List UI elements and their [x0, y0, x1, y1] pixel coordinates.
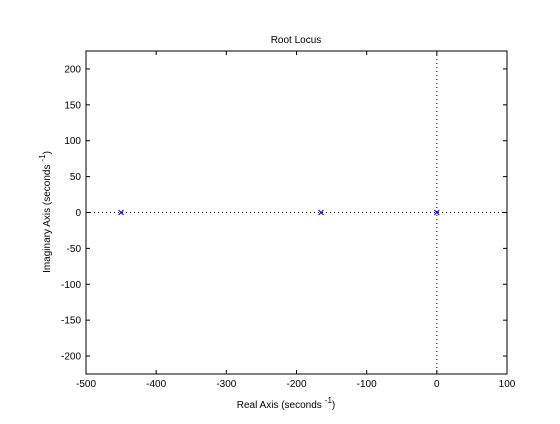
x-axis-title: Real Axis (seconds -1) [237, 396, 336, 411]
x-tick-label: -500 [76, 379, 96, 390]
y-tick-label: 50 [70, 172, 82, 183]
x-tick-labels: -500 -400 -300 -200 -100 0 100 [76, 379, 516, 390]
y-tick-label: 150 [64, 100, 81, 111]
x-axis-title-close: ) [332, 400, 335, 411]
chart-title: Root Locus [271, 35, 322, 46]
x-tick-label: -200 [286, 379, 306, 390]
pole-markers [118, 209, 440, 216]
y-tick-label: -50 [67, 244, 82, 255]
y-axis-title: Imaginary Axis (seconds -1) [38, 151, 53, 273]
y-axis-title-close: ) [42, 151, 53, 154]
y-tick-labels: -200 -150 -100 -50 0 50 100 150 200 [61, 64, 81, 362]
y-tick-label: 200 [64, 64, 81, 75]
x-axis-title-text: Real Axis (seconds [237, 400, 322, 411]
pole-marker [118, 209, 124, 216]
y-tick-label: 100 [64, 136, 81, 147]
pole-marker [433, 209, 440, 216]
pole-marker [318, 209, 324, 216]
x-tick-label: -100 [357, 379, 377, 390]
y-tick-label: -200 [61, 352, 81, 363]
y-tick-label: -150 [61, 316, 81, 327]
axis-ticks [85, 51, 508, 374]
y-axis-title-exponent: -1 [38, 154, 47, 162]
y-axis-title-text: Imaginary Axis (seconds [42, 165, 53, 273]
plot-area [85, 50, 508, 375]
y-tick-label: -100 [61, 280, 81, 291]
x-tick-label: -300 [216, 379, 236, 390]
y-tick-label: 0 [75, 208, 81, 219]
x-tick-label: -400 [146, 379, 166, 390]
x-axis-title-exponent: -1 [325, 396, 333, 405]
x-tick-label: 100 [499, 379, 516, 390]
x-tick-label: 0 [434, 379, 440, 390]
